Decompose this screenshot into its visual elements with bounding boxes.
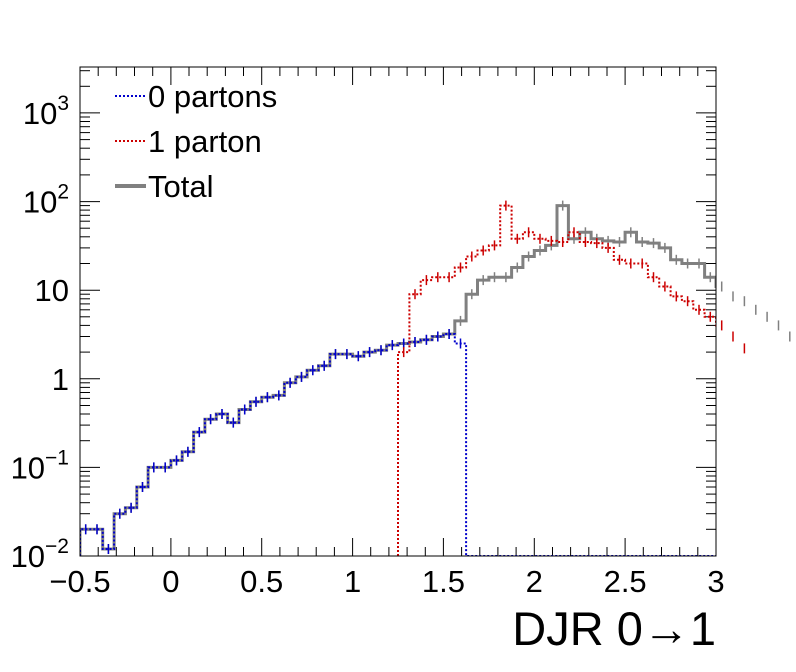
x-tick-label: 2 <box>526 564 543 599</box>
y-tick-label: 103 <box>23 92 69 131</box>
x-tick-label: 0 <box>162 564 179 599</box>
legend: 0 partons 1 parton Total <box>115 79 277 204</box>
y-tick-label: 1 <box>52 362 69 397</box>
y-tick-label: 102 <box>23 181 69 220</box>
x-tick-labels: −0.5 0 0.5 1 1.5 2 2.5 3 <box>49 564 724 599</box>
legend-1-parton-label: 1 parton <box>148 124 262 159</box>
x-tick-label: −0.5 <box>49 564 110 599</box>
x-tick-label: 3 <box>707 564 724 599</box>
x-tick-label: 0.5 <box>240 564 283 599</box>
y-tick-labels: 10−2 10−1 1 10 102 103 <box>11 92 69 574</box>
legend-0-partons-label: 0 partons <box>148 79 277 114</box>
x-tick-label: 1 <box>344 564 361 599</box>
y-tick-label: 10 <box>35 273 69 308</box>
plot-frame <box>79 66 717 557</box>
histogram-series-group <box>80 200 791 556</box>
x-tick-label: 2.5 <box>604 564 647 599</box>
x-axis-title: DJR 0→1 <box>512 602 716 655</box>
x-tick-label: 1.5 <box>422 564 465 599</box>
legend-total-label: Total <box>148 169 213 204</box>
y-tick-label: 10−2 <box>11 535 69 574</box>
y-tick-label: 10−1 <box>11 446 69 485</box>
